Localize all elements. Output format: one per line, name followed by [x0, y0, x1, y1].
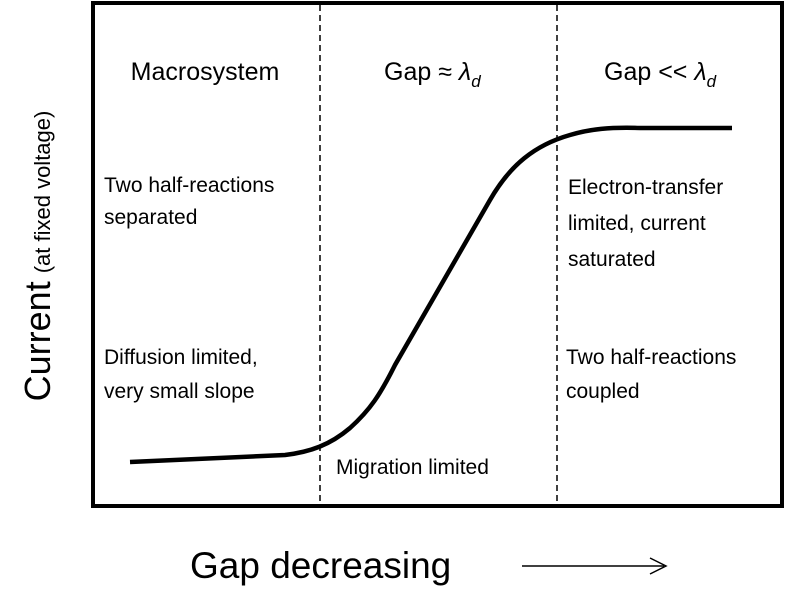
header-subscript: d	[707, 72, 717, 91]
note-line: Diffusion limited,	[104, 346, 258, 369]
note-line: very small slope	[104, 380, 255, 403]
region-note: Two half-reactions separated	[104, 174, 280, 229]
note-line: coupled	[566, 380, 640, 403]
note-line: saturated	[568, 248, 656, 271]
header-symbol: λ	[692, 58, 706, 86]
current-curve	[129, 125, 732, 465]
note-line: Two half-reactions	[104, 174, 274, 197]
note-line: limited, current	[568, 212, 706, 235]
region-note: Two half-reactions coupled	[566, 346, 742, 403]
header-symbol: λ	[457, 58, 471, 86]
region-header: Gap ≈ λd	[384, 58, 481, 91]
region-note: Electron-transfer limited, current satur…	[568, 176, 729, 271]
region-note: Migration limited	[336, 456, 489, 479]
note-line: Electron-transfer	[568, 176, 723, 199]
region-header: Macrosystem	[131, 58, 280, 86]
note-line: separated	[104, 206, 197, 229]
header-subscript: d	[471, 72, 481, 91]
note-line: Two half-reactions	[566, 346, 736, 369]
x-axis-label: Gap decreasing	[190, 545, 451, 586]
note-line: Migration limited	[336, 456, 489, 479]
arrow-head	[649, 557, 668, 575]
y-label-note: (at fixed voltage)	[30, 111, 55, 274]
y-axis-label: Current (at fixed voltage)	[17, 111, 58, 402]
region-note: Diffusion limited, very small slope	[104, 346, 264, 403]
header-text: Gap ≈	[384, 58, 459, 86]
y-label-main: Current	[17, 281, 58, 401]
header-text: Gap <<	[604, 58, 694, 86]
region-header: Gap << λd	[604, 58, 717, 91]
plot-frame	[91, 1, 784, 508]
